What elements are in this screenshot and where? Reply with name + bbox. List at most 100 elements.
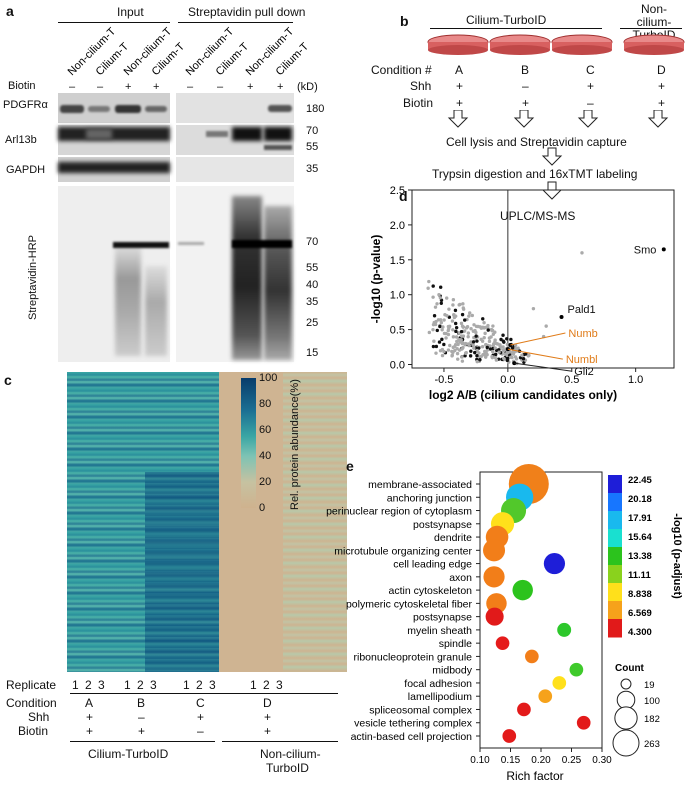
term-label: postsynapse	[413, 519, 472, 531]
band	[268, 105, 292, 112]
x-tick-label: 0.25	[562, 755, 582, 766]
group-cilium-line	[430, 28, 602, 29]
marker-strep-35: 35	[306, 296, 319, 308]
colorbar-swatch	[608, 493, 622, 512]
count-legend-circle	[616, 690, 636, 710]
colorbar-tick-c: 100	[259, 372, 278, 384]
y-tick-label: 2.5	[390, 185, 405, 197]
volcano-point	[454, 329, 458, 334]
colorbar-tick-e: 11.11	[628, 570, 651, 581]
term-label: membrane-associated	[368, 479, 472, 491]
condition-letter-c: B	[137, 696, 146, 710]
band	[60, 105, 84, 113]
volcano-point	[501, 345, 505, 349]
marker-strep-40: 40	[306, 279, 319, 291]
volcano-point	[431, 295, 435, 299]
volcano-point	[441, 325, 445, 329]
shh-sign-c: +	[264, 710, 272, 724]
y-tick-label: 1.5	[390, 255, 405, 267]
volcano-point	[437, 293, 441, 297]
marker-35: 35	[306, 163, 319, 175]
volcano-point	[445, 313, 449, 318]
volcano-point	[434, 351, 438, 355]
volcano-point	[580, 251, 584, 255]
shh-sign: +	[587, 79, 595, 93]
volcano-point	[474, 330, 478, 335]
volcano-point	[447, 315, 452, 319]
heatmap-cond-d	[283, 372, 347, 672]
row-label-streptavidin-hrp: Streptavidin-HRP	[27, 235, 39, 320]
replicate-number: 1	[183, 678, 190, 692]
blot-strep-pulldown	[176, 186, 294, 362]
volcano-point	[501, 333, 505, 337]
volcano-point	[435, 328, 439, 333]
volcano-point	[502, 356, 506, 361]
volcano-point	[488, 347, 493, 351]
count-legend-value: 19	[644, 680, 655, 691]
replicate-number: 2	[263, 678, 270, 692]
volcano-point	[438, 296, 443, 300]
band	[264, 127, 292, 141]
volcano-point	[486, 323, 490, 328]
volcano-point	[491, 332, 496, 336]
volcano-point	[471, 343, 475, 347]
volcano-point	[512, 350, 516, 355]
marker-strep-70: 70	[306, 236, 319, 248]
biotin-sign-b: +	[658, 96, 666, 110]
biotin-sign-b: +	[456, 96, 464, 110]
colorbar-swatch	[608, 601, 622, 620]
biotin-sign: –	[69, 81, 76, 93]
biotin-sign: +	[277, 81, 284, 93]
colorbar-tick-e: 13.38	[628, 551, 652, 562]
volcano-point	[451, 335, 456, 339]
volcano-point	[491, 349, 495, 354]
biotin-sign: –	[187, 81, 194, 93]
bubble-point	[483, 539, 506, 562]
volcano-point	[440, 328, 444, 332]
volcano-point	[465, 325, 470, 329]
volcano-point	[461, 302, 465, 306]
term-label: axon	[449, 572, 472, 584]
volcano-point	[471, 340, 476, 344]
biotin-sign-c: +	[86, 724, 94, 738]
group-input-line	[58, 22, 170, 23]
y-tick-label: 2.0	[390, 220, 405, 232]
volcano-point	[513, 355, 518, 359]
volcano-point	[505, 337, 509, 341]
volcano-point-highlight	[505, 347, 510, 352]
colorbar-swatch	[608, 529, 622, 548]
volcano-point	[445, 296, 449, 300]
colorbar-tick-c: 20	[259, 476, 272, 488]
volcano-point	[485, 348, 490, 352]
biotin-sign: –	[97, 81, 104, 93]
bubble-point	[576, 715, 591, 730]
colorbar-swatch	[608, 619, 622, 638]
culture-dishes	[427, 34, 685, 55]
biotin-sign-c: +	[138, 724, 146, 738]
condition-letter-c: C	[196, 696, 205, 710]
x-tick-label: 0.20	[531, 755, 551, 766]
row-label-pdgfra: PDGFRα	[3, 99, 48, 111]
dish-d	[623, 34, 685, 55]
term-label: postsynapse	[413, 612, 472, 624]
marker-55: 55	[306, 141, 319, 153]
row-label-gapdh: GAPDH	[6, 164, 46, 176]
volcano-point	[434, 344, 439, 349]
volcano-point	[476, 324, 480, 329]
volcano-point	[475, 348, 479, 353]
volcano-point	[466, 331, 471, 335]
y-tick-label: 1.0	[390, 290, 405, 302]
annotation-leader	[507, 348, 563, 360]
bubble-point	[483, 566, 505, 588]
x-tick-label: 0.5	[564, 374, 579, 386]
band	[264, 145, 292, 150]
blot-arl13b-input	[58, 125, 170, 155]
term-label: dendrite	[434, 532, 472, 544]
volcano-point	[495, 341, 499, 346]
down-arrow	[513, 110, 535, 128]
volcano-point	[442, 331, 447, 336]
bubble-point	[485, 607, 504, 626]
term-label: ribonucleoprotein granule	[354, 651, 473, 663]
colorbar-tick-e: 8.838	[628, 589, 652, 600]
heatmap-col-b-darker	[145, 472, 219, 672]
